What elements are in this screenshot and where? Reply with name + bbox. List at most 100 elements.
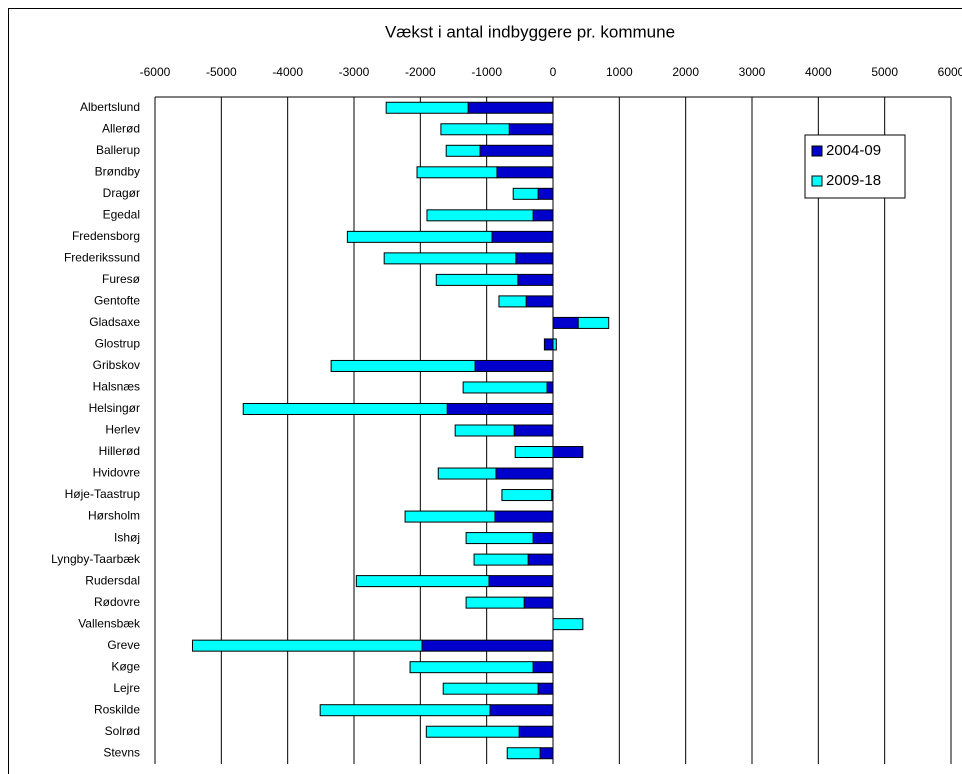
bar bbox=[525, 295, 554, 308]
bar bbox=[494, 510, 554, 523]
bar bbox=[532, 661, 554, 674]
bar bbox=[473, 553, 529, 566]
bar bbox=[465, 596, 525, 609]
bar bbox=[442, 682, 539, 695]
bar bbox=[498, 295, 527, 308]
bar bbox=[495, 467, 554, 480]
y-tick-label: Helsingør bbox=[89, 401, 140, 415]
bar bbox=[491, 230, 554, 243]
y-tick-label: Frederikssund bbox=[64, 251, 140, 265]
y-tick-label: Egedal bbox=[103, 208, 140, 222]
y-tick-label: Allerød bbox=[102, 121, 140, 135]
y-tick-label: Lyngby-Taarbæk bbox=[51, 552, 141, 566]
x-tick-label: 2000 bbox=[672, 65, 699, 79]
bar bbox=[512, 187, 539, 200]
legend-label: 2004-09 bbox=[826, 142, 881, 159]
bar bbox=[242, 402, 448, 415]
bar bbox=[537, 682, 554, 695]
x-tick-label: 0 bbox=[550, 65, 557, 79]
bar bbox=[446, 402, 554, 415]
x-tick-label: 5000 bbox=[871, 65, 898, 79]
bar bbox=[409, 661, 534, 674]
y-tick-label: Gribskov bbox=[93, 358, 140, 372]
x-tick-label: -4000 bbox=[272, 65, 303, 79]
y-tick-label: Solrød bbox=[105, 724, 140, 738]
y-tick-label: Gladsaxe bbox=[89, 315, 140, 329]
bar bbox=[445, 144, 481, 157]
y-tick-label: Stevns bbox=[103, 745, 140, 759]
bar bbox=[421, 639, 554, 652]
x-tick-label: -5000 bbox=[206, 65, 237, 79]
bar bbox=[514, 446, 554, 459]
bar bbox=[515, 252, 554, 265]
x-tick-label: 1000 bbox=[606, 65, 633, 79]
bar bbox=[385, 101, 469, 114]
bar bbox=[552, 618, 584, 631]
bar bbox=[479, 144, 554, 157]
y-tick-label: Dragør bbox=[103, 186, 140, 200]
bar bbox=[467, 101, 554, 114]
bar bbox=[546, 381, 554, 394]
bar bbox=[435, 273, 519, 286]
bar bbox=[552, 316, 579, 329]
chart-title: Vækst i antal indbyggere pr. kommune bbox=[385, 22, 675, 41]
bar bbox=[513, 424, 554, 437]
bar bbox=[346, 230, 493, 243]
legend-label: 2009-18 bbox=[826, 172, 881, 189]
y-tick-label: Fredensborg bbox=[72, 229, 140, 243]
bar bbox=[383, 252, 517, 265]
y-tick-label: Glostrup bbox=[95, 337, 141, 351]
legend-swatch bbox=[811, 175, 823, 187]
bar bbox=[577, 316, 610, 329]
y-tick-label: Hørsholm bbox=[88, 509, 140, 523]
bar bbox=[489, 704, 554, 717]
bar bbox=[537, 187, 554, 200]
bar bbox=[330, 359, 476, 372]
x-tick-label: -6000 bbox=[140, 65, 171, 79]
bar bbox=[425, 725, 520, 738]
bar bbox=[416, 166, 498, 179]
bar bbox=[552, 338, 557, 351]
bar bbox=[518, 725, 554, 738]
bar bbox=[517, 273, 554, 286]
y-tick-label: Herlev bbox=[105, 423, 140, 437]
bar bbox=[426, 209, 534, 222]
y-tick-label: Hillerød bbox=[99, 444, 140, 458]
x-tick-label: -1000 bbox=[471, 65, 502, 79]
bar bbox=[523, 596, 554, 609]
x-tick-label: -2000 bbox=[405, 65, 436, 79]
y-tick-label: Brøndby bbox=[95, 164, 140, 178]
bar bbox=[355, 575, 490, 588]
y-tick-label: Halsnæs bbox=[93, 380, 140, 394]
bar bbox=[532, 532, 554, 545]
bar bbox=[465, 532, 534, 545]
bar bbox=[552, 446, 584, 459]
bar bbox=[454, 424, 515, 437]
bar bbox=[404, 510, 496, 523]
y-tick-label: Vallensbæk bbox=[78, 616, 141, 630]
y-tick-label: Høje-Taastrup bbox=[65, 487, 141, 501]
y-tick-label: Roskilde bbox=[94, 702, 140, 716]
y-tick-label: Gentofte bbox=[94, 294, 140, 308]
y-tick-label: Rødovre bbox=[94, 595, 140, 609]
legend-swatch bbox=[811, 145, 823, 157]
bar bbox=[501, 489, 553, 502]
bar bbox=[543, 338, 554, 351]
bar bbox=[319, 704, 491, 717]
x-tick-label: 4000 bbox=[805, 65, 832, 79]
y-tick-label: Hvidovre bbox=[93, 466, 141, 480]
bar bbox=[506, 747, 541, 760]
bar bbox=[462, 381, 548, 394]
y-tick-label: Rudersdal bbox=[85, 573, 140, 587]
bar bbox=[474, 359, 554, 372]
bar bbox=[508, 123, 554, 136]
y-tick-label: Lejre bbox=[113, 681, 140, 695]
bar bbox=[532, 209, 554, 222]
y-tick-label: Albertslund bbox=[80, 100, 140, 114]
x-tick-label: 3000 bbox=[739, 65, 766, 79]
bar bbox=[496, 166, 554, 179]
bar bbox=[527, 553, 554, 566]
y-tick-label: Greve bbox=[107, 638, 140, 652]
bar bbox=[191, 639, 423, 652]
